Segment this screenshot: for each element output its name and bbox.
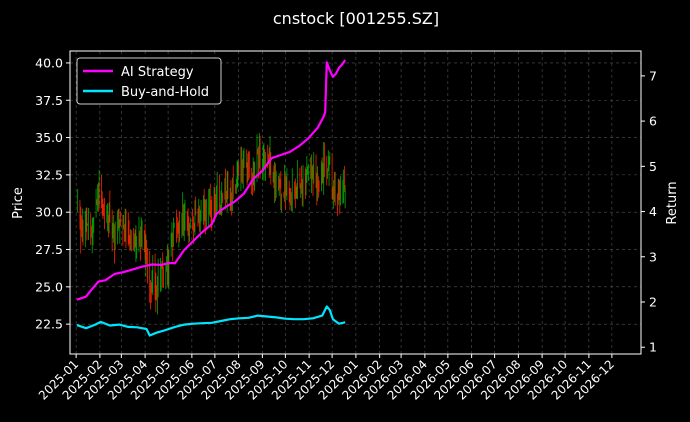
y-tick-label-right: 4 — [649, 204, 657, 219]
left-axis: 22.5 25.0 27.5 30.0 32.5 35.0 37.5 40.0 — [35, 55, 70, 332]
return-series — [76, 59, 347, 337]
right-axis: 1 2 3 4 5 6 7 — [641, 68, 657, 355]
legend-box — [76, 57, 222, 105]
y-tick-label-left: 35.0 — [35, 130, 63, 145]
chart-title: cnstock [001255.SZ] — [273, 9, 439, 28]
y-tick-label-left: 37.5 — [35, 93, 63, 108]
y-axis-label-left: Price — [11, 187, 26, 219]
ai-strategy-line — [76, 59, 347, 301]
legend-label-ai-strategy: AI Strategy — [121, 65, 194, 80]
y-tick-label-left: 27.5 — [35, 242, 63, 257]
y-tick-label-right: 6 — [649, 114, 657, 129]
legend-label-buy-and-hold: Buy-and-Hold — [121, 85, 209, 100]
y-tick-label-right: 5 — [649, 159, 657, 174]
y-tick-label-left: 25.0 — [35, 279, 63, 294]
price-candles — [77, 133, 346, 315]
y-tick-label-left: 30.0 — [35, 205, 63, 220]
y-tick-label-right: 3 — [649, 249, 657, 264]
y-axis-label-right: Return — [665, 181, 680, 224]
y-tick-label-right: 2 — [649, 294, 657, 309]
grid-lines — [70, 51, 641, 354]
buy-and-hold-line — [76, 305, 346, 337]
y-tick-label-right: 7 — [649, 68, 657, 83]
y-tick-label-left: 40.0 — [35, 55, 63, 70]
y-tick-label-left: 22.5 — [35, 317, 63, 332]
legend: AI Strategy Buy-and-Hold — [76, 57, 222, 105]
y-tick-label-right: 1 — [649, 340, 657, 355]
y-tick-label-left: 32.5 — [35, 167, 63, 182]
